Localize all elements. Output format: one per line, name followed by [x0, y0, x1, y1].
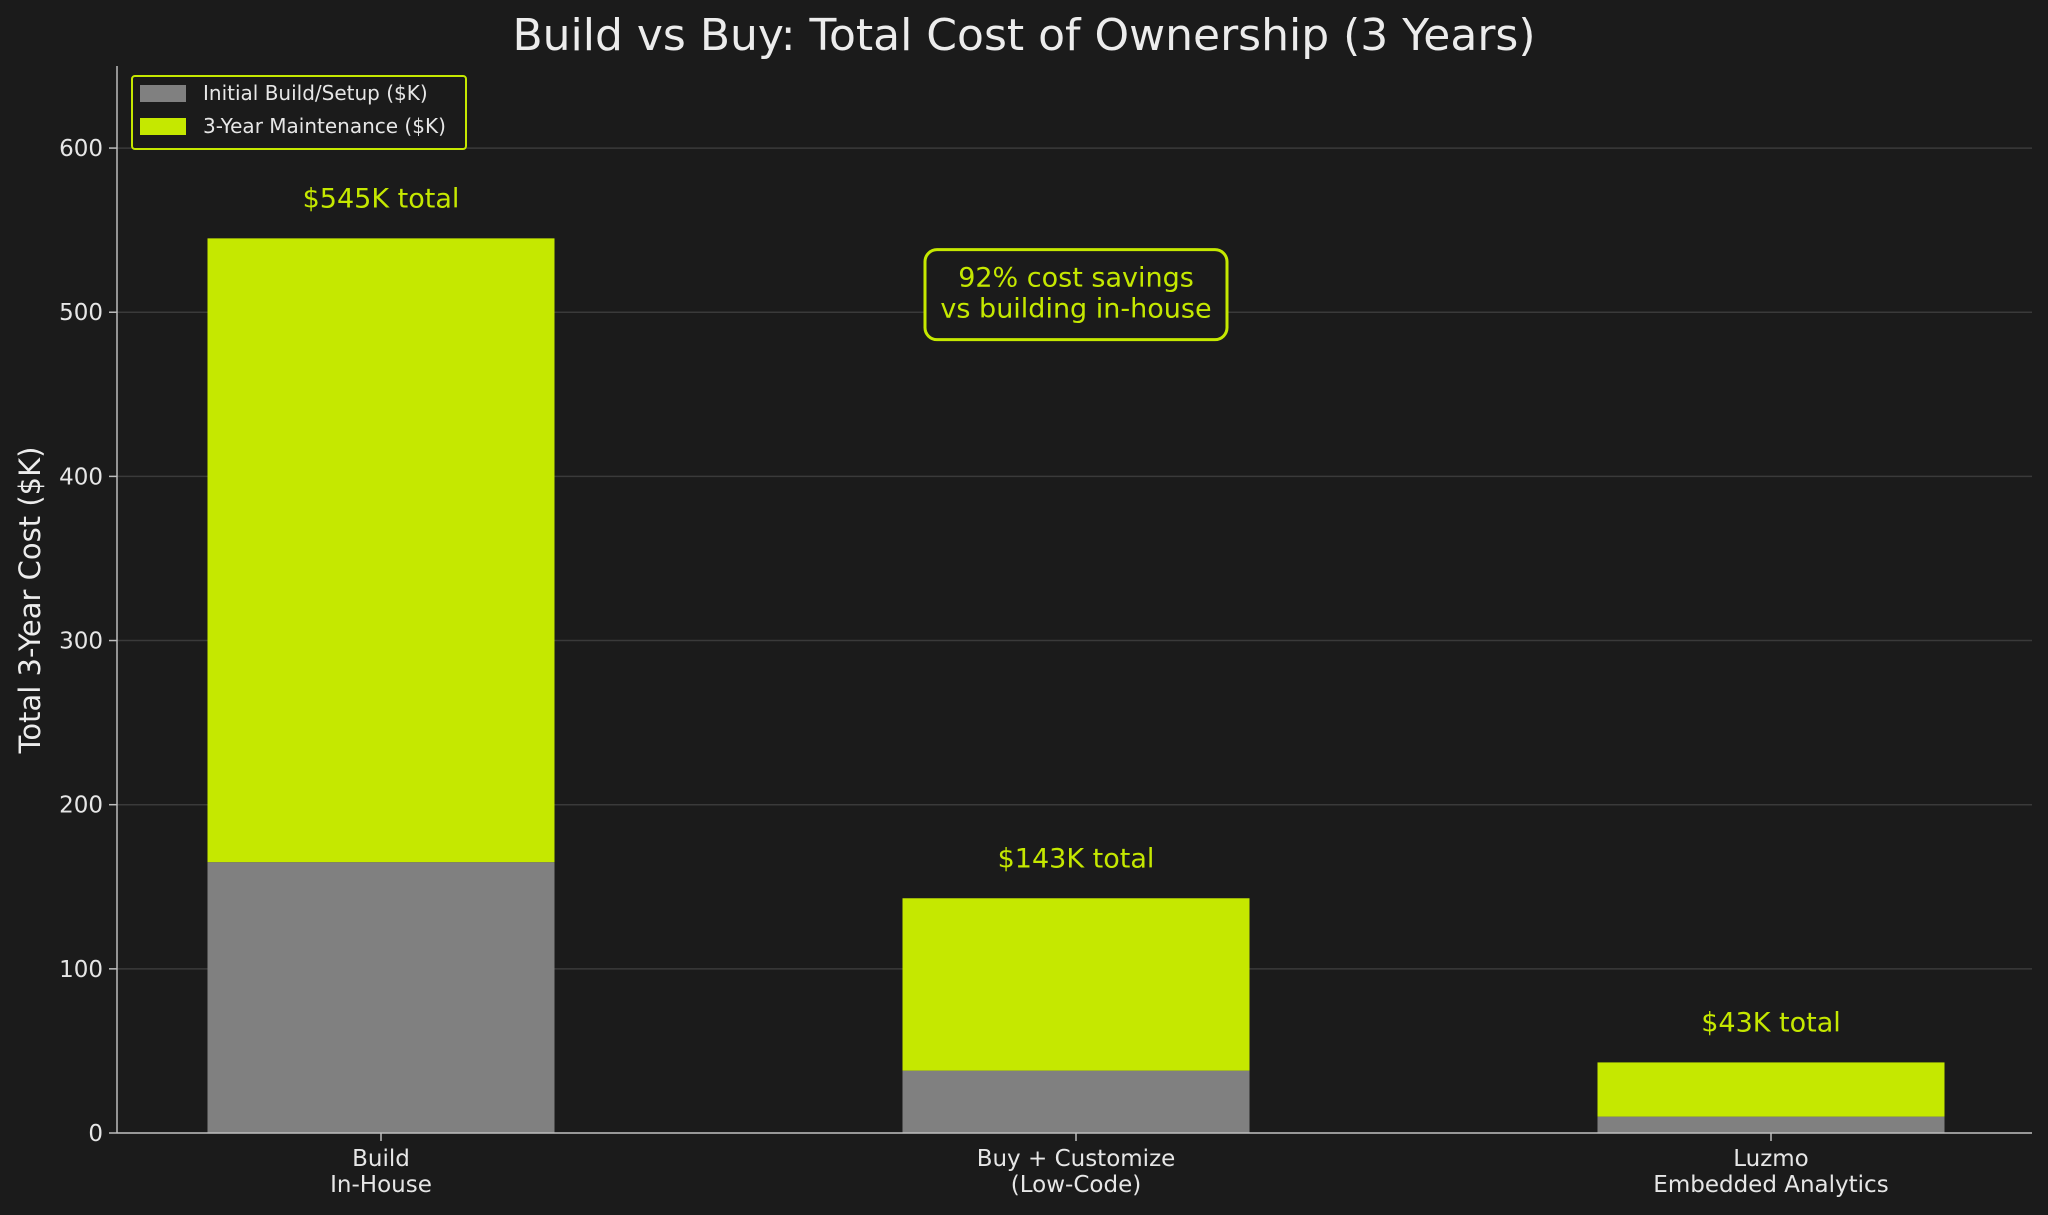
bar-initial-setup — [1597, 1116, 1945, 1133]
bar-total-label: $43K total — [1701, 1007, 1841, 1038]
chart-title: Build vs Buy: Total Cost of Ownership (3… — [512, 10, 1535, 61]
x-tick-label: Embedded Analytics — [1653, 1172, 1888, 1198]
legend-label: 3-Year Maintenance ($K) — [203, 114, 446, 138]
x-tick-label: Luzmo — [1733, 1146, 1809, 1172]
y-tick-label: 600 — [59, 136, 103, 162]
bar-total-label: $545K total — [303, 183, 460, 214]
bar-maintenance — [207, 238, 555, 863]
bar-total-label: $143K total — [998, 843, 1155, 874]
y-tick-label: 300 — [59, 629, 103, 655]
data-labels: $545K total $143K total $43K total — [303, 183, 1841, 1038]
x-tick-label: Buy + Customize — [977, 1146, 1176, 1172]
y-tick-label: 400 — [59, 464, 103, 490]
legend-box — [131, 75, 467, 150]
x-tick-label: In-House — [330, 1172, 432, 1198]
y-tick-label: 0 — [88, 1121, 103, 1147]
bar-maintenance — [902, 898, 1250, 1071]
x-tick-label: Build — [352, 1146, 410, 1172]
bar-initial-setup — [207, 862, 555, 1133]
y-tick-label: 500 — [59, 300, 103, 326]
bar-initial-setup — [902, 1070, 1250, 1133]
bar-maintenance — [1597, 1062, 1945, 1117]
legend: Initial Build/Setup ($K) 3-Year Maintenan… — [131, 75, 467, 150]
annotation-text: vs building in-house — [940, 294, 1211, 325]
annotation-box — [923, 248, 1229, 342]
legend-swatch — [140, 118, 186, 135]
bars — [207, 238, 1945, 1133]
legend-swatch — [140, 85, 186, 102]
y-tick-label: 200 — [59, 793, 103, 819]
annotation-text: 92% cost savings — [958, 263, 1194, 294]
legend-label: Initial Build/Setup ($K) — [203, 81, 428, 105]
y-axis-label: Total 3-Year Cost ($K) — [13, 447, 47, 755]
x-tick-label: (Low-Code) — [1011, 1172, 1141, 1198]
y-tick-label: 100 — [59, 957, 103, 983]
